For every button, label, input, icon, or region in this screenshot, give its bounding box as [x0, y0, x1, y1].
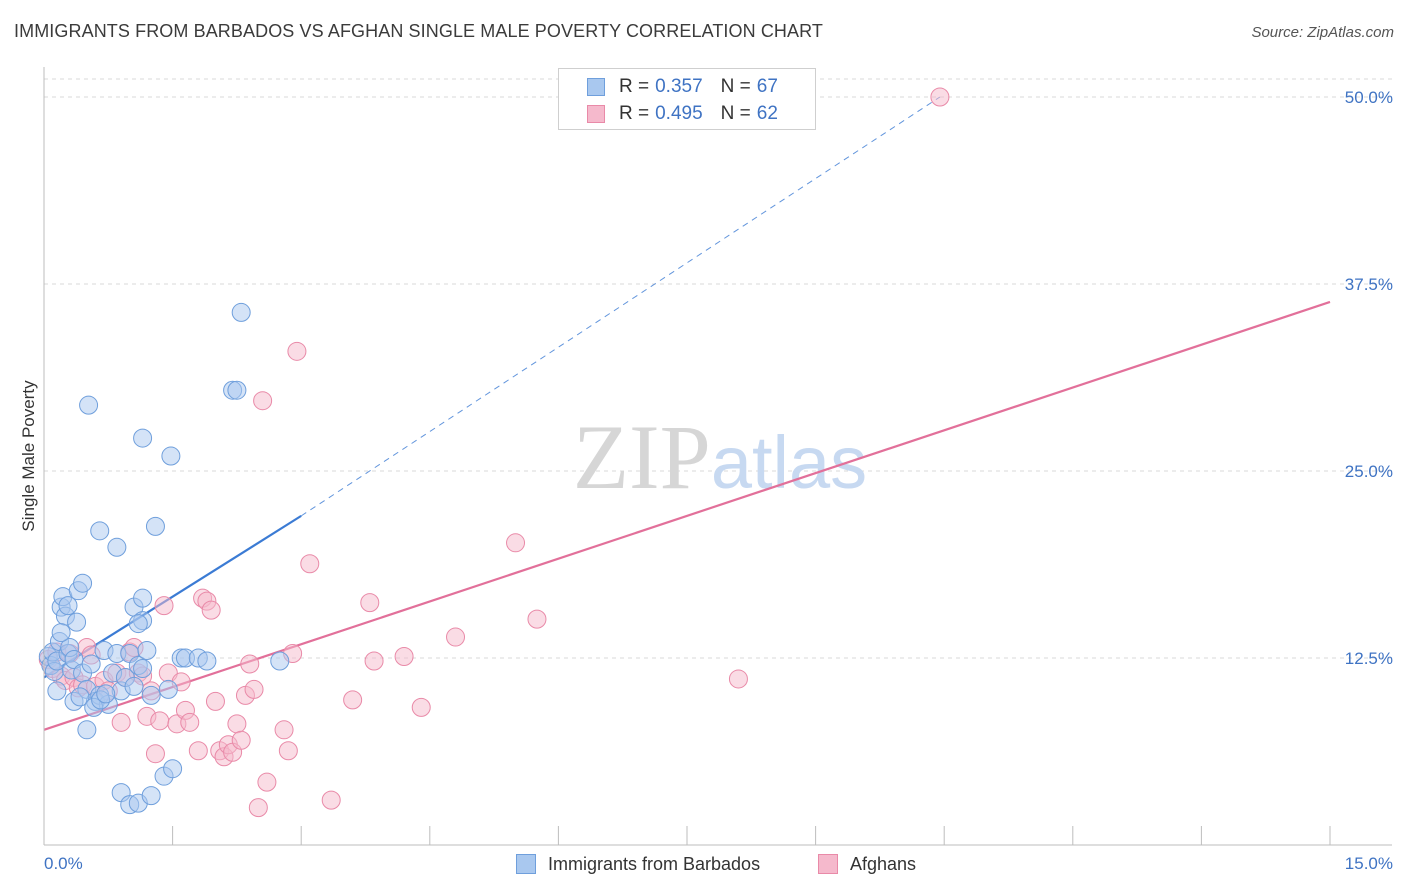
legend-row-barbados: R = 0.357 N = 67 — [587, 76, 778, 98]
watermark-atlas: atlas — [711, 421, 867, 504]
barbados-point — [133, 588, 153, 608]
afghans-point — [343, 690, 363, 710]
afghans-point — [188, 741, 208, 761]
afghans-point — [145, 744, 165, 764]
legend-n-value: 62 — [756, 103, 778, 124]
axis-layer: 12.5% 25.0% 37.5% 50.0% 0.0% 15.0% — [43, 67, 1393, 873]
barbados-point — [161, 446, 181, 466]
legend-n-label: N = — [720, 103, 751, 124]
barbados-point — [96, 684, 116, 704]
y-tick-label: 12.5% — [1345, 649, 1393, 668]
afghans-point — [253, 391, 273, 411]
barbados-point — [158, 679, 178, 699]
afghans-point — [111, 712, 131, 732]
grid-layer — [44, 78, 1392, 659]
afghans-point — [728, 669, 748, 689]
bottom-legend-label-barbados: Immigrants from Barbados — [548, 853, 761, 874]
afghans-point — [201, 600, 221, 620]
afghans-point — [180, 712, 200, 732]
barbados-point — [70, 687, 90, 707]
afghans-point — [278, 741, 298, 761]
afghans-point — [394, 647, 414, 667]
chart-source: Source: ZipAtlas.com — [1251, 24, 1394, 41]
afghans-point — [274, 720, 294, 740]
barbados-point — [137, 641, 157, 661]
afghans-point — [446, 627, 466, 647]
legend-n-label: N = — [720, 76, 751, 97]
correlation-legend: R = 0.357 N = 67 R = 0.495 N = 62 — [558, 68, 816, 130]
afghans-point — [227, 714, 247, 734]
barbados-point — [141, 786, 161, 806]
legend-swatch-afghans — [587, 105, 605, 123]
chart-title: IMMIGRANTS FROM BARBADOS VS AFGHAN SINGL… — [14, 21, 824, 41]
legend-r-value: 0.357 — [655, 76, 703, 97]
barbados-point — [47, 681, 67, 701]
barbados-point — [141, 685, 161, 705]
afghans-point — [300, 554, 320, 574]
afghans-point — [244, 679, 264, 699]
barbados-point — [231, 302, 251, 322]
bottom-legend-afghans: Afghans — [818, 852, 916, 876]
barbados-point — [145, 516, 165, 536]
y-tick-label: 25.0% — [1345, 462, 1393, 481]
afghans-point — [154, 596, 174, 616]
barbados-point — [270, 651, 290, 671]
barbados-point — [81, 654, 101, 674]
watermark: ZIPatlas — [573, 406, 867, 508]
legend-r-label: R = — [619, 103, 650, 124]
barbados-point — [51, 623, 71, 643]
afghans-point — [150, 711, 170, 731]
y-tick-label: 50.0% — [1345, 88, 1393, 107]
barbados-point — [107, 537, 127, 557]
barbados-point — [58, 596, 78, 616]
barbados-point — [227, 380, 247, 400]
afghans-trend-line — [43, 300, 1331, 731]
bottom-legend-label-afghans: Afghans — [850, 853, 917, 874]
barbados-point — [79, 395, 99, 415]
afghans-point — [364, 651, 384, 671]
afghans-point — [506, 533, 526, 553]
afghans-point — [231, 730, 251, 750]
afghans-point — [930, 87, 950, 107]
legend-r-label: R = — [619, 76, 650, 97]
afghans-point — [248, 798, 268, 818]
afghans-point — [240, 654, 260, 674]
barbados-point — [128, 614, 148, 634]
y-tick-label: 37.5% — [1345, 275, 1393, 294]
barbados-point — [73, 573, 93, 593]
afghans-point — [257, 772, 277, 792]
legend-row-afghans: R = 0.495 N = 62 — [587, 103, 778, 125]
watermark-zip: ZIP — [573, 406, 711, 508]
barbados-point — [163, 759, 183, 779]
barbados-point — [133, 658, 153, 678]
bottom-legend-swatch-barbados — [516, 854, 536, 874]
bottom-legend-swatch-afghans — [818, 854, 838, 874]
afghans-point — [360, 593, 380, 613]
barbados-points — [38, 302, 290, 815]
barbados-point — [90, 521, 110, 541]
barbados-point — [133, 428, 153, 448]
legend-n-value: 67 — [756, 76, 778, 97]
afghans-point — [321, 790, 341, 810]
afghans-point — [411, 697, 431, 717]
legend-r-value: 0.495 — [655, 103, 703, 124]
barbados-point — [77, 720, 97, 740]
x-tick-label-max: 15.0% — [1345, 854, 1393, 873]
x-tick-label-min: 0.0% — [44, 854, 83, 873]
afghans-point — [527, 609, 547, 629]
barbados-point — [197, 651, 217, 671]
barbados-point — [67, 612, 87, 632]
afghans-point — [287, 341, 307, 361]
afghans-point — [205, 691, 225, 711]
legend-swatch-barbados — [587, 78, 605, 96]
bottom-legend-barbados: Immigrants from Barbados — [516, 852, 760, 876]
barbados-point — [124, 676, 144, 696]
